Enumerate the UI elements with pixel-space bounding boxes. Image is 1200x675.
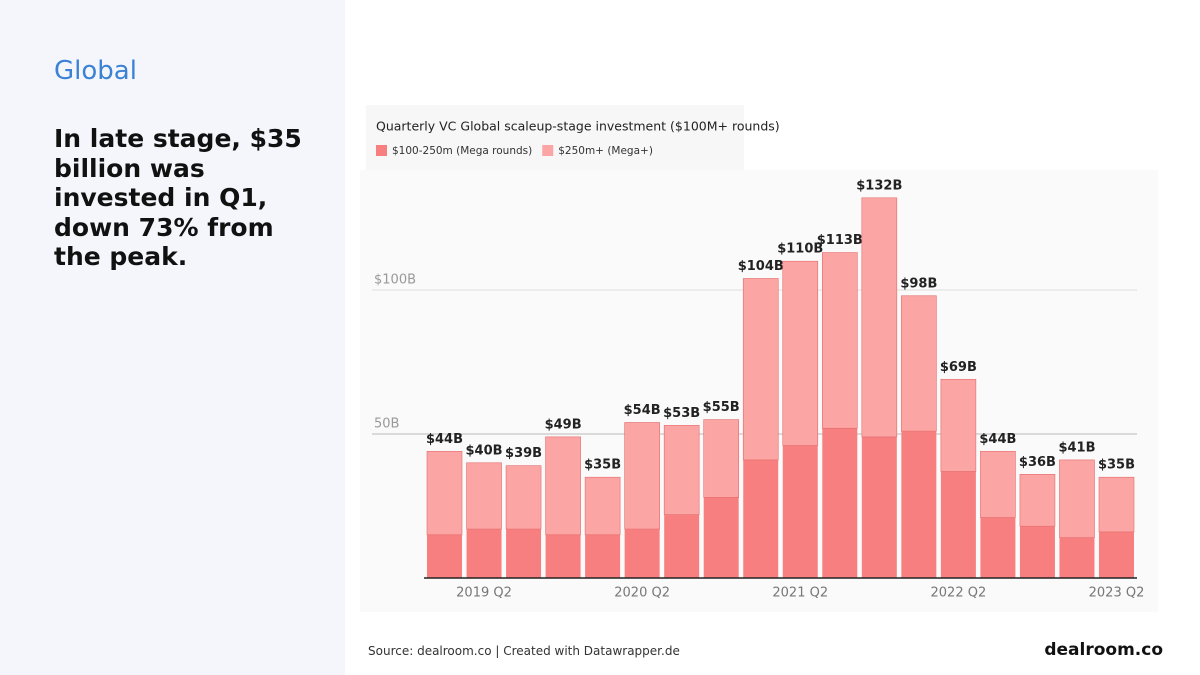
total-label: $113B	[817, 233, 863, 248]
bar-segment	[1059, 459, 1095, 538]
total-label: $110B	[777, 242, 823, 257]
legend-swatch	[376, 145, 387, 156]
bar-segment	[1099, 531, 1134, 578]
side-panel: Global In late stage, $35 billion was in…	[0, 0, 345, 675]
bar-segment	[901, 431, 937, 578]
bar-segment	[466, 462, 502, 530]
total-label: $35B	[584, 458, 621, 473]
bar-segment	[664, 514, 700, 578]
bar-segment	[1059, 537, 1095, 578]
bar-segment	[782, 445, 818, 578]
chart-title: Quarterly VC Global scaleup-stage invest…	[376, 119, 780, 134]
x-tick-label: 2020 Q2	[614, 586, 670, 601]
bar-segment	[663, 425, 700, 515]
x-tick-label: 2021 Q2	[772, 586, 828, 601]
bar-segment	[861, 197, 898, 438]
legend-swatch	[542, 145, 554, 156]
total-label: $44B	[979, 432, 1016, 447]
bar-segment	[822, 428, 858, 578]
bar-segment	[624, 422, 660, 530]
bar-segment	[980, 450, 1016, 518]
total-label: $36B	[1019, 455, 1056, 470]
total-label: $132B	[856, 178, 902, 193]
total-label: $98B	[900, 276, 937, 291]
x-tick-label: 2022 Q2	[931, 586, 987, 601]
bar-segment	[426, 450, 463, 536]
bar-segment	[466, 529, 502, 578]
bar-segment	[1019, 526, 1055, 578]
bar-segment	[545, 436, 581, 536]
total-label: $35B	[1098, 458, 1135, 473]
bar-segment	[545, 534, 581, 578]
bar-segment	[1098, 476, 1135, 533]
total-label: $49B	[545, 417, 582, 432]
x-tick-label: 2023 Q2	[1089, 586, 1145, 601]
bar-segment	[980, 517, 1016, 578]
bar-segment	[940, 378, 977, 472]
bar-segment	[782, 260, 819, 446]
bar-segment	[1019, 474, 1056, 527]
kicker: Global	[54, 56, 137, 86]
total-label: $40B	[466, 443, 503, 458]
bar-segment	[584, 476, 621, 536]
bar-segment	[743, 459, 779, 578]
x-tick-label: 2019 Q2	[456, 586, 512, 601]
legend-label: $100-250m (Mega rounds)	[392, 145, 532, 157]
total-label: $41B	[1058, 440, 1095, 455]
bar-segment	[821, 252, 858, 429]
legend-label: $250m+ (Mega+)	[558, 145, 653, 157]
total-label: $44B	[426, 432, 463, 447]
bar-segment	[742, 278, 779, 461]
bar-segment	[505, 465, 542, 530]
y-tick-label: $100B	[374, 273, 416, 288]
bar-segment	[506, 529, 542, 578]
total-label: $39B	[505, 446, 542, 461]
bar-segment	[901, 295, 937, 432]
total-label: $53B	[663, 406, 700, 421]
source: Source: dealroom.co | Created with Dataw…	[368, 644, 680, 658]
bar-segment	[940, 471, 976, 578]
total-label: $55B	[703, 400, 740, 415]
bar-segment	[624, 529, 660, 578]
bar-segment	[585, 534, 621, 578]
bar-segment	[861, 436, 897, 578]
total-label: $69B	[940, 360, 977, 375]
bar-segment	[427, 534, 462, 578]
headline: In late stage, $35 billion was invested …	[54, 124, 302, 271]
bar-segment	[703, 497, 739, 578]
bar-segment	[703, 419, 740, 498]
total-label: $54B	[624, 403, 661, 418]
total-label: $104B	[738, 259, 784, 274]
y-tick-label: 50B	[374, 417, 399, 432]
logo: dealroom.co	[1044, 640, 1163, 660]
legend-box	[366, 105, 744, 170]
